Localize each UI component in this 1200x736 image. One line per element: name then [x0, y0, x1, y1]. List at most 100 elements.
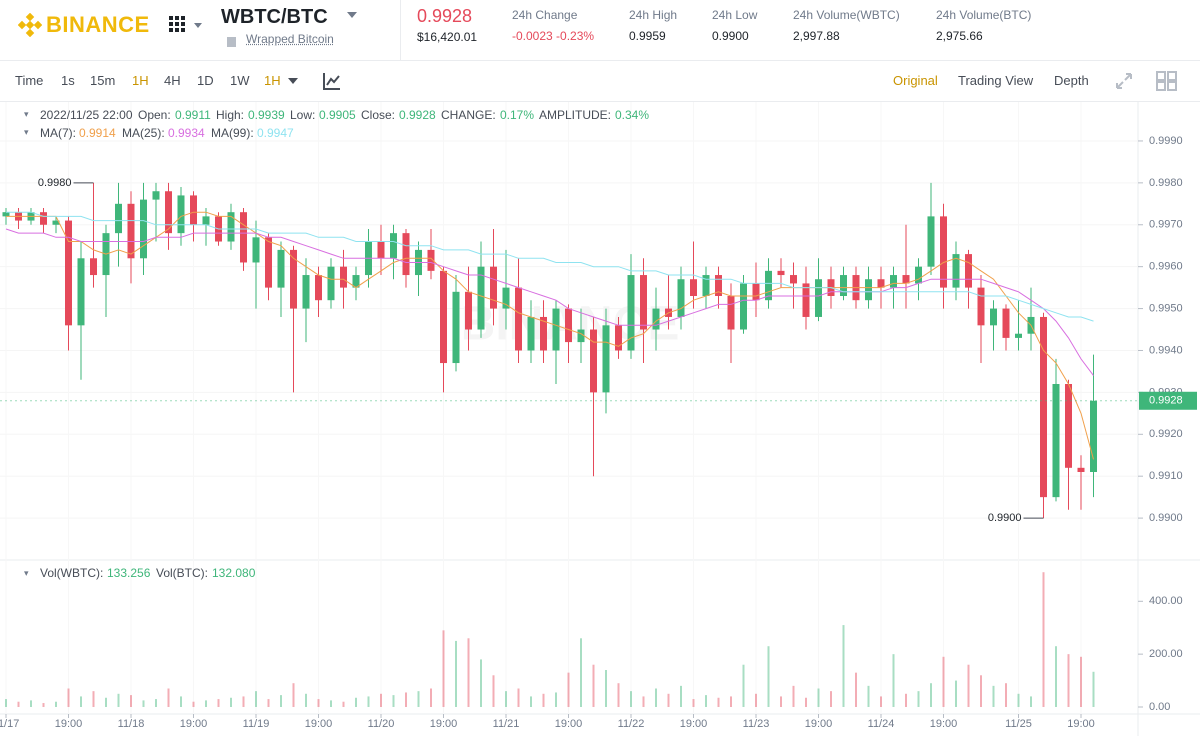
candle-body	[377, 241, 385, 259]
volume-bar	[1055, 646, 1057, 707]
volume-bar	[467, 638, 470, 707]
volume-bar	[192, 701, 195, 707]
symbol-dropdown[interactable]	[345, 9, 359, 21]
candle-body	[715, 275, 722, 296]
symbol-name[interactable]: Wrapped Bitcoin	[246, 32, 334, 46]
candle-body	[277, 249, 285, 288]
interval-option[interactable]: 1s	[61, 73, 75, 88]
volume-bar	[317, 699, 320, 707]
info-label: CHANGE:	[441, 108, 496, 122]
last-price: 0.9928	[417, 6, 473, 26]
interval-selected[interactable]: 1H	[264, 73, 281, 88]
candle-body	[502, 287, 510, 309]
volume-bar	[392, 695, 395, 707]
x-tick-label: 11/18	[118, 718, 145, 730]
y-tick-label: 0.9920	[1149, 428, 1183, 440]
stat-label: 24h Volume(BTC)	[936, 8, 1032, 22]
view-option[interactable]: Depth	[1054, 73, 1089, 88]
candle-body	[477, 266, 485, 330]
volume-bar	[292, 683, 295, 707]
volume-bar	[555, 692, 557, 707]
volume-bar	[280, 695, 282, 707]
interval-option[interactable]: 1H	[132, 73, 149, 88]
interval-dropdown[interactable]	[287, 76, 299, 86]
candle-body	[802, 283, 810, 317]
volume-bar	[605, 670, 607, 707]
volume-bar	[92, 691, 95, 707]
volume-bar	[42, 703, 45, 707]
fullscreen-button[interactable]	[1113, 70, 1137, 92]
volume-bar	[492, 675, 495, 707]
x-tick-label: 19:00	[55, 718, 83, 730]
candle-body	[652, 308, 660, 330]
stat-label: 24h High	[629, 8, 678, 22]
candle-body	[940, 216, 947, 288]
symbol[interactable]: WBTC/BTC	[221, 6, 328, 28]
volume-bar	[805, 697, 807, 707]
candle-body	[915, 266, 922, 284]
candle-body	[490, 266, 497, 309]
candle-body	[1052, 384, 1060, 498]
candle-body	[627, 275, 635, 351]
candle-body	[927, 216, 935, 267]
stat-value: 0.9900	[712, 29, 749, 43]
candle-body	[727, 296, 735, 330]
candle-body	[290, 249, 297, 309]
vol-label: Vol(BTC):	[156, 566, 209, 580]
info-value: 0.9905	[319, 108, 356, 122]
indicator-button[interactable]	[321, 70, 343, 92]
interval-option[interactable]: 1W	[230, 73, 250, 88]
view-option[interactable]: Original	[893, 73, 938, 88]
volume-bar	[130, 695, 132, 707]
volume-bar	[30, 700, 32, 707]
candle-body	[640, 275, 647, 330]
info-date: 2022/11/25 22:00	[40, 108, 133, 122]
candle-body	[227, 212, 235, 242]
candle-body	[765, 270, 772, 301]
markets-menu[interactable]	[168, 15, 208, 35]
volume-bar	[592, 664, 595, 707]
volume-bar	[767, 646, 770, 707]
volume-bar	[905, 693, 907, 707]
layout-button[interactable]	[1155, 70, 1179, 92]
volume-bar	[742, 664, 745, 707]
ma-line	[6, 211, 1094, 322]
volume-bar	[105, 697, 107, 707]
interval-option[interactable]: 15m	[90, 73, 116, 88]
volume-bar	[705, 695, 707, 707]
x-tick-label: 19:00	[555, 718, 583, 730]
volume-bar	[692, 699, 695, 707]
header: BINANCE WBTC/BTC Wrapped Bitcoin 0.9928 …	[0, 0, 1200, 61]
candle-body	[90, 258, 97, 276]
info-label: AMPLITUDE:	[539, 108, 612, 122]
interval-option[interactable]: 1D	[197, 73, 214, 88]
volume-bar	[630, 691, 632, 707]
volume-bar	[755, 693, 757, 707]
x-tick-label: 11/21	[493, 718, 520, 730]
logo-icon[interactable]	[18, 13, 42, 37]
candle-body	[190, 195, 197, 225]
volume-bar	[142, 700, 145, 707]
candle-body	[427, 249, 435, 271]
x-tick-label: 11/20	[368, 718, 395, 730]
volume-bar	[530, 696, 532, 707]
volume-bar	[567, 672, 570, 707]
candle-body	[902, 275, 910, 284]
volume-bar	[55, 701, 57, 707]
volume-bar	[367, 696, 370, 707]
candle-body	[740, 283, 747, 330]
volume-bar	[155, 699, 157, 707]
volume-bar	[1030, 696, 1032, 707]
logo-text[interactable]: BINANCE	[46, 12, 150, 37]
stat-value: 2,975.66	[936, 29, 983, 43]
info-label: Low:	[290, 108, 316, 122]
volume-bar	[1017, 693, 1020, 707]
candle-body	[977, 287, 985, 326]
volume-bar	[267, 699, 270, 707]
interval-option[interactable]: 4H	[164, 73, 181, 88]
view-option[interactable]: Trading View	[958, 73, 1034, 88]
volume-bar	[5, 699, 7, 707]
interval-option[interactable]: Time	[15, 73, 44, 88]
candle-body	[1002, 308, 1010, 338]
candle-body	[1090, 400, 1097, 472]
